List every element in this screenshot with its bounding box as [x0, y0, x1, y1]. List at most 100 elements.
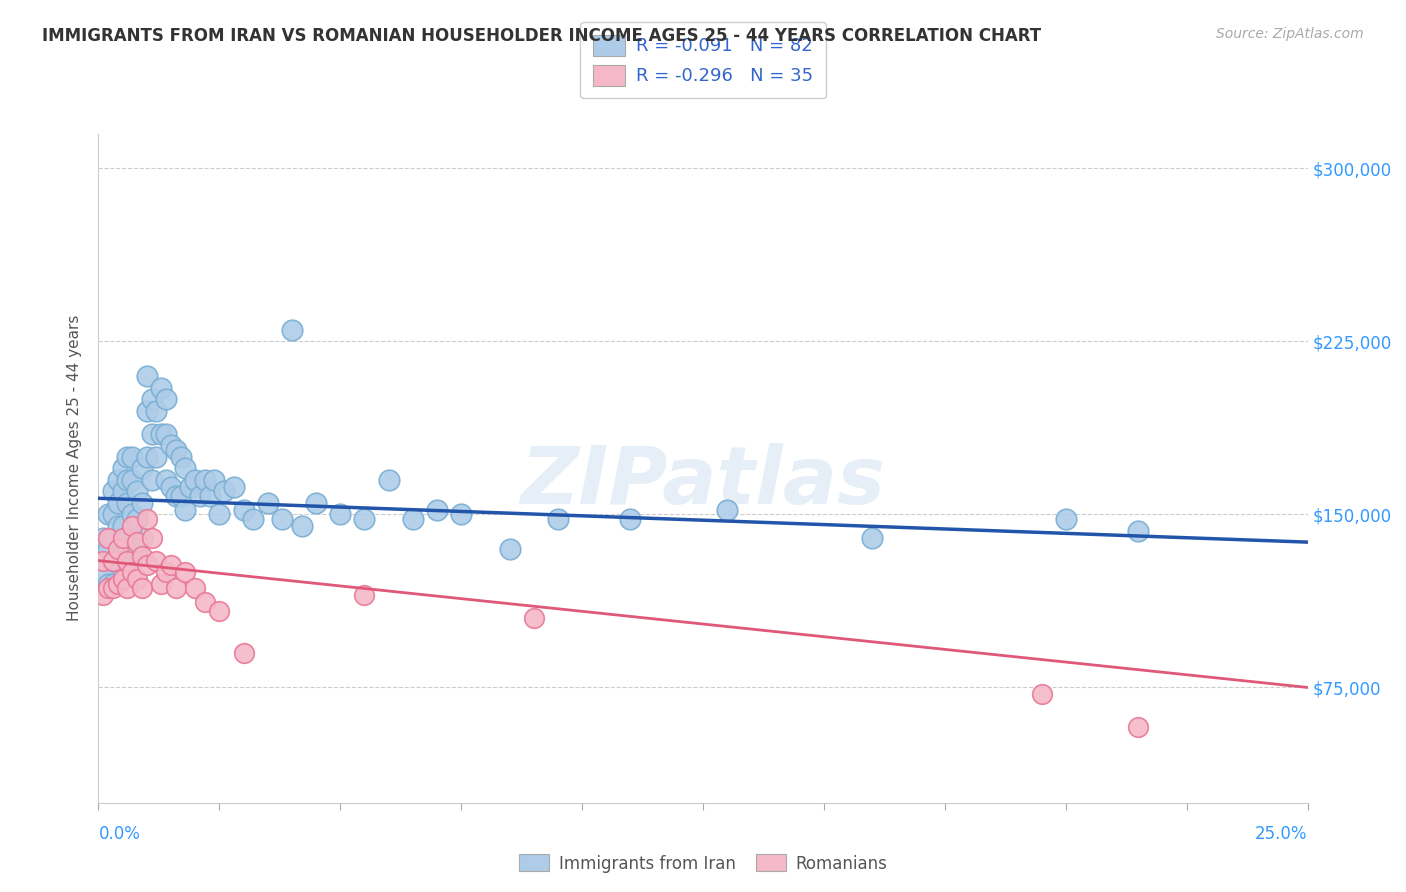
Point: [91, 588, 114, 602]
Point: [107, 519, 129, 533]
Point: [97, 576, 120, 591]
Point: [101, 484, 124, 499]
Point: [165, 442, 187, 457]
Legend: Immigrants from Iran, Romanians: Immigrants from Iran, Romanians: [512, 847, 894, 880]
Point: [160, 438, 183, 452]
Point: [523, 611, 546, 625]
Point: [131, 496, 153, 510]
Point: [716, 503, 738, 517]
Point: [97, 581, 120, 595]
Point: [135, 512, 157, 526]
Point: [121, 542, 143, 557]
Point: [121, 565, 143, 579]
Point: [150, 426, 173, 441]
Point: [232, 646, 254, 660]
Legend: R = -0.091   N = 82, R = -0.296   N = 35: R = -0.091 N = 82, R = -0.296 N = 35: [581, 22, 825, 98]
Point: [212, 484, 235, 499]
Point: [204, 473, 226, 487]
Point: [208, 508, 231, 522]
Point: [91, 531, 114, 545]
Point: [208, 604, 231, 618]
Point: [174, 503, 197, 517]
Point: [111, 484, 134, 499]
Point: [194, 473, 217, 487]
Point: [127, 572, 149, 586]
Point: [179, 480, 201, 494]
Point: [150, 576, 173, 591]
Point: [127, 512, 149, 526]
Point: [135, 558, 157, 573]
Point: [547, 512, 569, 526]
Point: [426, 503, 449, 517]
Point: [131, 581, 153, 595]
Point: [111, 553, 134, 567]
Point: [174, 565, 197, 579]
Point: [305, 496, 328, 510]
Point: [117, 553, 139, 567]
Point: [111, 531, 134, 545]
Point: [169, 450, 191, 464]
Text: Source: ZipAtlas.com: Source: ZipAtlas.com: [1216, 27, 1364, 41]
Point: [127, 542, 149, 557]
Point: [131, 531, 153, 545]
Point: [127, 535, 149, 549]
Point: [91, 553, 114, 567]
Point: [141, 426, 163, 441]
Point: [222, 480, 245, 494]
Point: [121, 473, 143, 487]
Point: [160, 480, 183, 494]
Point: [184, 473, 207, 487]
Text: 0.0%: 0.0%: [98, 825, 141, 843]
Point: [121, 450, 143, 464]
Point: [117, 581, 139, 595]
Point: [242, 512, 264, 526]
Point: [97, 508, 120, 522]
Point: [101, 553, 124, 567]
Point: [141, 531, 163, 545]
Point: [141, 392, 163, 406]
Point: [353, 512, 375, 526]
Point: [402, 512, 425, 526]
Point: [160, 558, 183, 573]
Point: [290, 519, 312, 533]
Point: [127, 484, 149, 499]
Point: [101, 531, 124, 545]
Point: [97, 542, 120, 557]
Point: [101, 508, 124, 522]
Point: [117, 450, 139, 464]
Point: [860, 531, 883, 545]
Point: [107, 496, 129, 510]
Point: [155, 473, 177, 487]
Point: [188, 489, 211, 503]
Point: [1128, 720, 1150, 734]
Point: [281, 323, 304, 337]
Point: [145, 553, 167, 567]
Point: [194, 595, 217, 609]
Point: [145, 403, 167, 417]
Point: [135, 450, 157, 464]
Point: [619, 512, 641, 526]
Point: [165, 581, 187, 595]
Point: [1054, 512, 1077, 526]
Point: [101, 553, 124, 567]
Point: [145, 450, 167, 464]
Point: [117, 531, 139, 545]
Point: [377, 473, 399, 487]
Point: [256, 496, 278, 510]
Point: [131, 549, 153, 563]
Point: [107, 553, 129, 567]
Point: [117, 473, 139, 487]
Point: [117, 496, 139, 510]
Point: [1031, 687, 1053, 701]
Point: [121, 519, 143, 533]
Point: [107, 576, 129, 591]
Point: [155, 392, 177, 406]
Text: ZIPatlas: ZIPatlas: [520, 442, 886, 521]
Point: [450, 508, 472, 522]
Point: [232, 503, 254, 517]
Point: [150, 380, 173, 394]
Point: [131, 461, 153, 475]
Point: [111, 519, 134, 533]
Point: [155, 565, 177, 579]
Y-axis label: Householder Income Ages 25 - 44 years: Householder Income Ages 25 - 44 years: [67, 315, 83, 622]
